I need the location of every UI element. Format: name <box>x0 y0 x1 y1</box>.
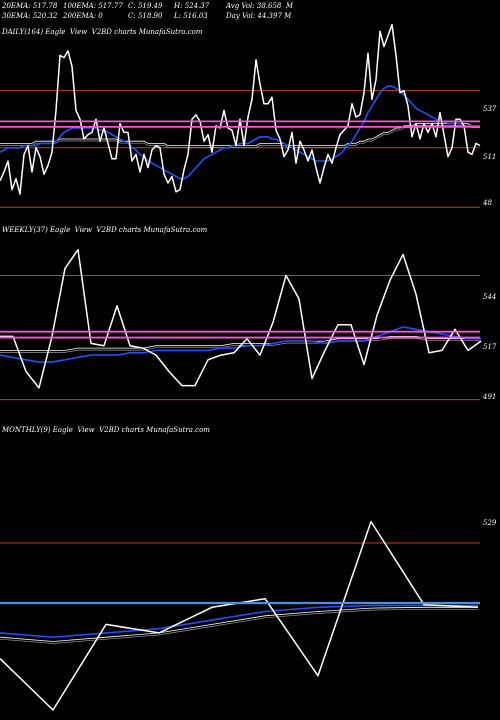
daily-ema-long-line-a <box>0 123 480 147</box>
daily-ema-short-line <box>0 85 480 180</box>
header-high: H: 524.37 <box>174 2 210 10</box>
daily-panel-title: DAILY(164) Eagle View V2BD charts Munafa… <box>2 28 203 36</box>
header-close2: C: 518.90 <box>128 12 163 20</box>
header-ema100: 100EMA: 517.77 <box>63 2 123 10</box>
header-ema200: 200EMA: 0 <box>63 12 103 20</box>
header-avgvol: Avg Vol: 38.658 M <box>226 2 293 10</box>
monthly-tick-label-0: 529 <box>483 519 497 527</box>
weekly-ema-short-line <box>0 326 481 363</box>
daily-ema-long-line-b <box>0 125 480 148</box>
weekly-tick-label-2: 491 <box>482 393 496 401</box>
weekly-panel-title: WEEKLY(37) Eagle View V2BD charts Munafa… <box>2 226 208 234</box>
daily-tick-label-0: 537 <box>483 105 497 113</box>
weekly-tick-label-1: 517 <box>483 343 497 351</box>
weekly-tick-label-0: 544 <box>483 293 496 301</box>
monthly-ema-short-line <box>0 604 478 639</box>
monthly-panel-title: MONTHLY(9) Eagle View V2BD charts Munafa… <box>2 426 210 434</box>
monthly-ema-long-line-a <box>0 606 478 642</box>
daily-tick-label-2: 48 <box>482 199 492 207</box>
header-low: L: 516.03 <box>174 12 208 20</box>
weekly-price-line <box>0 248 482 389</box>
monthly-ema-long-line-b <box>0 608 478 644</box>
header-ema20: 20EMA: 517.78 <box>2 2 58 10</box>
header-dayvol: Day Vol: 44.397 M <box>226 12 292 20</box>
header-ema30: 30EMA: 520.32 <box>2 12 58 20</box>
weekly-ema-long-line-a <box>0 335 481 351</box>
header-close1: C: 519.49 <box>128 2 163 10</box>
daily-price-line <box>0 23 481 195</box>
daily-tick-label-1: 511 <box>483 153 496 161</box>
